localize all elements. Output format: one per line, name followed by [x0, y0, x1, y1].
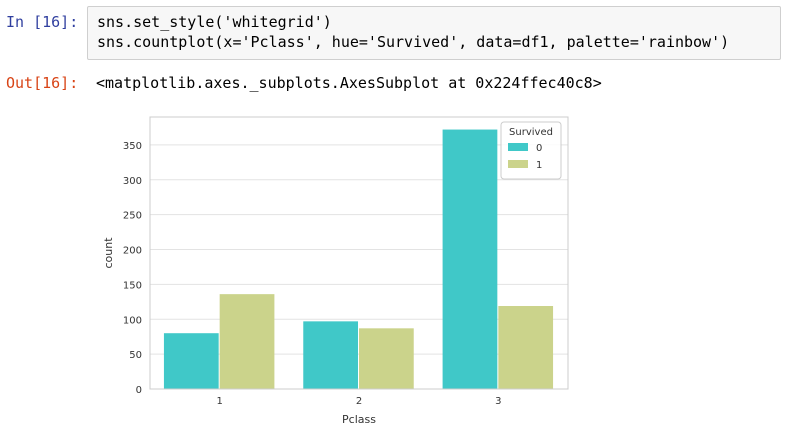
x-axis-label: Pclass — [342, 413, 376, 426]
bar — [219, 294, 275, 389]
bar — [498, 306, 554, 389]
y-tick-labels: 0 50 100 150 200 250 300 350 — [123, 141, 142, 396]
bars — [163, 129, 554, 390]
x-tick-label: 1 — [216, 396, 222, 407]
y-tick-label: 300 — [123, 176, 142, 187]
y-tick-label: 0 — [136, 385, 142, 396]
x-tick-label: 2 — [356, 396, 362, 407]
y-tick-label: 350 — [123, 141, 142, 152]
output-text: <matplotlib.axes._subplots.AxesSubplot a… — [96, 74, 602, 92]
legend: Survived 0 1 — [500, 121, 562, 180]
legend-swatch — [508, 160, 528, 168]
y-tick-label: 150 — [123, 280, 142, 291]
y-axis-label: count — [102, 237, 115, 269]
code-line-1: sns.set_style('whitegrid') — [97, 13, 332, 31]
code-input-area[interactable]: sns.set_style('whitegrid') sns.countplot… — [87, 6, 781, 60]
y-tick-label: 50 — [129, 350, 142, 361]
out-prompt: Out[16]: — [6, 74, 79, 92]
x-tick-labels: 1 2 3 — [216, 396, 501, 407]
countplot-chart: 0 50 100 150 200 250 300 350 1 2 3 count Pclass S… — [102, 116, 569, 426]
x-tick-label: 3 — [495, 396, 501, 407]
bar — [303, 321, 358, 389]
y-tick-label: 250 — [123, 211, 142, 222]
legend-swatch — [508, 143, 528, 151]
y-tick-label: 200 — [123, 246, 142, 257]
legend-entry-label: 1 — [536, 160, 542, 171]
plot-frame — [149, 116, 569, 390]
bar — [442, 129, 498, 390]
in-prompt: In [16]: — [6, 13, 79, 31]
y-tick-label: 100 — [123, 315, 142, 326]
bar — [163, 333, 219, 389]
legend-title: Survived — [509, 127, 553, 138]
bar — [359, 328, 414, 389]
code-line-2: sns.countplot(x='Pclass', hue='Survived'… — [97, 33, 730, 51]
legend-entry-label: 0 — [536, 143, 542, 154]
